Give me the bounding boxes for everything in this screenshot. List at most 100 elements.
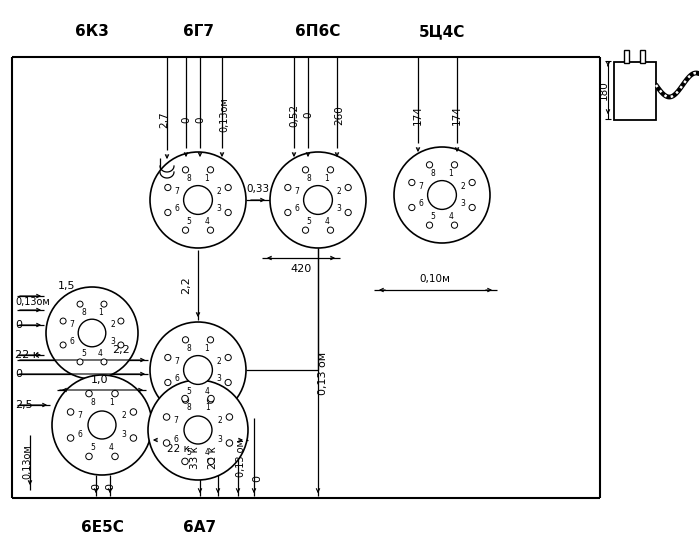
Text: 6: 6 [78, 429, 82, 439]
Text: 3: 3 [337, 204, 342, 213]
Text: 1: 1 [204, 344, 209, 353]
Text: 5: 5 [187, 387, 192, 396]
Text: 1: 1 [109, 399, 113, 407]
Text: 8: 8 [431, 169, 435, 178]
Circle shape [165, 209, 171, 216]
Text: 3: 3 [217, 374, 222, 383]
Text: 6: 6 [294, 204, 299, 213]
Circle shape [452, 222, 458, 229]
Circle shape [86, 390, 92, 397]
Text: 22 к: 22 к [15, 350, 40, 360]
Circle shape [60, 318, 66, 324]
Circle shape [345, 184, 352, 190]
Text: 0: 0 [195, 117, 205, 123]
Text: 0: 0 [91, 482, 101, 490]
Text: 4: 4 [448, 212, 453, 221]
Text: 0: 0 [303, 112, 313, 118]
Circle shape [284, 209, 291, 216]
Circle shape [67, 435, 74, 441]
Circle shape [303, 185, 333, 214]
Text: 1: 1 [449, 169, 453, 178]
Text: 0: 0 [181, 117, 191, 123]
Text: 5: 5 [81, 349, 86, 358]
Text: 8: 8 [90, 399, 95, 407]
Circle shape [394, 147, 490, 243]
Circle shape [182, 337, 189, 343]
Circle shape [67, 408, 74, 415]
Text: 2: 2 [217, 187, 222, 195]
Circle shape [46, 287, 138, 379]
Text: 2,7: 2,7 [159, 112, 169, 128]
Text: 6: 6 [173, 434, 178, 444]
Circle shape [182, 167, 189, 173]
Circle shape [130, 408, 137, 415]
Text: 8: 8 [187, 344, 192, 353]
Circle shape [409, 179, 415, 185]
Text: 1: 1 [205, 404, 210, 412]
Circle shape [118, 318, 124, 324]
Circle shape [428, 181, 456, 209]
Text: 6: 6 [418, 199, 423, 208]
Text: 8: 8 [187, 404, 192, 412]
Circle shape [78, 319, 106, 347]
Circle shape [409, 204, 415, 211]
Circle shape [112, 453, 118, 460]
Text: 3: 3 [110, 337, 115, 346]
Text: 22 к: 22 к [166, 444, 189, 454]
Circle shape [225, 184, 231, 190]
Circle shape [469, 179, 475, 185]
Text: 1: 1 [204, 174, 209, 183]
Circle shape [164, 440, 170, 446]
Circle shape [184, 355, 212, 384]
Circle shape [101, 359, 107, 365]
Circle shape [327, 227, 333, 233]
Circle shape [208, 397, 214, 404]
Text: 2,2: 2,2 [181, 276, 191, 294]
Text: 4: 4 [324, 217, 329, 226]
Text: 4: 4 [205, 448, 210, 457]
Circle shape [270, 152, 366, 248]
Circle shape [52, 375, 152, 475]
Text: 6К3: 6К3 [75, 24, 109, 40]
Circle shape [184, 416, 212, 444]
Text: 5: 5 [187, 217, 192, 226]
Circle shape [226, 440, 233, 446]
Text: 174: 174 [413, 105, 423, 125]
Circle shape [112, 390, 118, 397]
Text: 2: 2 [337, 187, 342, 195]
Circle shape [86, 453, 92, 460]
Text: 420: 420 [290, 264, 312, 274]
Text: 2: 2 [122, 411, 127, 420]
Circle shape [182, 227, 189, 233]
Text: 5Ц4С: 5Ц4С [419, 24, 466, 40]
Text: 7: 7 [294, 187, 299, 195]
Circle shape [165, 184, 171, 190]
Text: 4: 4 [204, 217, 209, 226]
Circle shape [77, 359, 83, 365]
Circle shape [469, 204, 475, 211]
Text: 0: 0 [15, 320, 22, 330]
Text: 1,5: 1,5 [58, 281, 75, 291]
Circle shape [130, 435, 137, 441]
Text: 6: 6 [69, 337, 74, 346]
Text: 8: 8 [307, 174, 312, 183]
Text: 180: 180 [599, 80, 609, 100]
Circle shape [150, 152, 246, 248]
Text: 0,52: 0,52 [289, 103, 299, 126]
Circle shape [118, 342, 124, 348]
Circle shape [208, 167, 214, 173]
Text: 7: 7 [174, 357, 179, 365]
Circle shape [101, 301, 107, 307]
Text: 3: 3 [461, 199, 466, 208]
Text: 8: 8 [81, 308, 86, 317]
Circle shape [226, 414, 233, 420]
Circle shape [225, 209, 231, 216]
Text: 2: 2 [110, 320, 115, 329]
Text: 0: 0 [15, 369, 22, 379]
Circle shape [182, 395, 188, 402]
Circle shape [165, 354, 171, 360]
Text: 0: 0 [105, 482, 115, 490]
Circle shape [345, 209, 352, 216]
Text: 6П6С: 6П6С [295, 24, 340, 40]
Circle shape [182, 397, 189, 404]
